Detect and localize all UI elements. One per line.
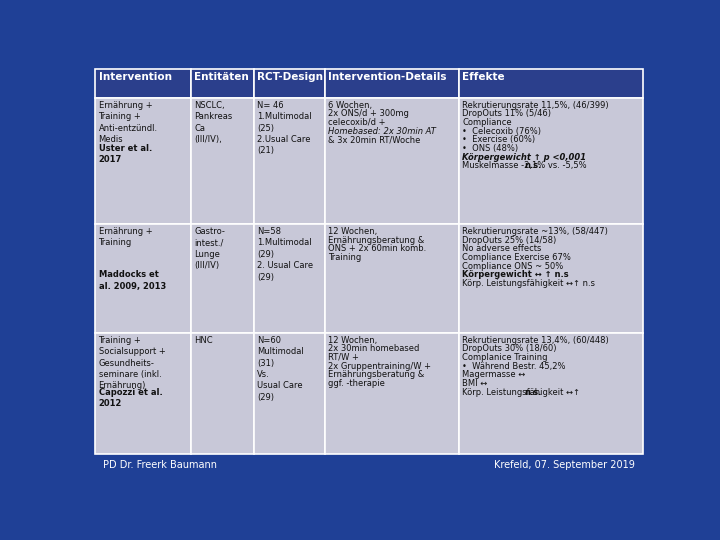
Text: Körp. Leistungsfähigkeit ↔↑: Körp. Leistungsfähigkeit ↔↑: [462, 388, 583, 396]
Text: PD Dr. Freerk Baumann: PD Dr. Freerk Baumann: [103, 460, 217, 470]
Text: No adverse effects: No adverse effects: [462, 245, 541, 253]
Text: Krefeld, 07. September 2019: Krefeld, 07. September 2019: [494, 460, 635, 470]
Text: Ernährung +
Training +
Anti-entzündl.
Medis: Ernährung + Training + Anti-entzündl. Me…: [99, 100, 158, 144]
Text: Compliance Exercise 67%: Compliance Exercise 67%: [462, 253, 571, 262]
Bar: [192, 333, 254, 454]
Text: Maddocks et
al. 2009, 2013: Maddocks et al. 2009, 2013: [99, 271, 166, 291]
Text: ggf. -therapie: ggf. -therapie: [328, 379, 385, 388]
Text: DropOuts 25% (14/58): DropOuts 25% (14/58): [462, 235, 557, 245]
Bar: [96, 69, 192, 98]
Text: 2x ONS/d + 300mg: 2x ONS/d + 300mg: [328, 109, 409, 118]
Text: Capozzi et al.
2012: Capozzi et al. 2012: [99, 388, 162, 408]
Bar: [192, 98, 254, 224]
Text: Training +
Socialsupport +
Gesundheits-
seminare (inkl.
Ernährung): Training + Socialsupport + Gesundheits- …: [99, 336, 166, 390]
Text: Compliance: Compliance: [462, 118, 512, 127]
Text: Training: Training: [328, 253, 361, 262]
Bar: [459, 333, 642, 454]
Bar: [96, 98, 192, 224]
Text: Intervention-Details: Intervention-Details: [328, 72, 447, 82]
Text: NSCLC,
Pankreas
Ca
(III/IV),: NSCLC, Pankreas Ca (III/IV),: [194, 100, 233, 144]
Text: & 3x 20min RT/Woche: & 3x 20min RT/Woche: [328, 135, 420, 144]
Text: DropOuts 30% (18/60): DropOuts 30% (18/60): [462, 345, 557, 353]
Text: N=58
1.Multimodal
(29)
2. Usual Care
(29): N=58 1.Multimodal (29) 2. Usual Care (29…: [257, 227, 313, 282]
Bar: [325, 333, 459, 454]
Bar: [192, 69, 254, 98]
Text: ONS + 2x 60min komb.: ONS + 2x 60min komb.: [328, 245, 426, 253]
Text: Complanice Training: Complanice Training: [462, 353, 548, 362]
Text: Gastro-
intest./
Lunge
(III/IV): Gastro- intest./ Lunge (III/IV): [194, 227, 225, 271]
Text: •  Celecoxib (76%): • Celecoxib (76%): [462, 126, 541, 136]
Bar: [325, 224, 459, 333]
Text: Ernährung +
Training: Ernährung + Training: [99, 227, 152, 247]
Text: Entitäten: Entitäten: [194, 72, 249, 82]
Text: •  ONS (48%): • ONS (48%): [462, 144, 518, 153]
Text: Compliance ONS ~ 50%: Compliance ONS ~ 50%: [462, 262, 564, 271]
Bar: [254, 69, 325, 98]
Bar: [254, 224, 325, 333]
Text: Muskelmasse -2,1% vs. -5,5%: Muskelmasse -2,1% vs. -5,5%: [462, 161, 590, 170]
Text: BMI ↔: BMI ↔: [462, 379, 487, 388]
Bar: [459, 69, 642, 98]
Text: N=60
Multimodal
(31)
Vs.
Usual Care
(29): N=60 Multimodal (31) Vs. Usual Care (29): [257, 336, 304, 402]
Text: Ernährungsberatung &: Ernährungsberatung &: [328, 370, 425, 379]
Text: Intervention: Intervention: [99, 72, 171, 82]
Bar: [254, 98, 325, 224]
Text: Ernährungsberatung &: Ernährungsberatung &: [328, 235, 425, 245]
Text: DropOuts 11% (5/46): DropOuts 11% (5/46): [462, 109, 552, 118]
Text: n.s.: n.s.: [524, 388, 541, 396]
Text: Körpergewicht ↑ p <0,001: Körpergewicht ↑ p <0,001: [462, 153, 587, 161]
Text: •  Exercise (60%): • Exercise (60%): [462, 135, 536, 144]
Bar: [96, 333, 192, 454]
Text: n.s.: n.s.: [524, 161, 541, 170]
Text: N= 46
1.Multimodal
(25)
2.Usual Care
(21): N= 46 1.Multimodal (25) 2.Usual Care (21…: [257, 100, 312, 156]
Bar: [254, 333, 325, 454]
Bar: [459, 224, 642, 333]
Text: Homebased: 2x 30min AT: Homebased: 2x 30min AT: [328, 126, 436, 136]
Bar: [192, 224, 254, 333]
Bar: [325, 98, 459, 224]
Text: 6 Wochen,: 6 Wochen,: [328, 100, 372, 110]
Text: HNC: HNC: [194, 336, 213, 345]
Text: Rekrutierungsrate 13,4%, (60/448): Rekrutierungsrate 13,4%, (60/448): [462, 336, 609, 345]
Bar: [325, 69, 459, 98]
Bar: [96, 454, 642, 477]
Text: Körpergewicht ↔ ↑ n.s: Körpergewicht ↔ ↑ n.s: [462, 271, 569, 279]
Text: 2x Gruppentraining/W +: 2x Gruppentraining/W +: [328, 362, 431, 370]
Text: 2x 30min homebased: 2x 30min homebased: [328, 345, 420, 353]
Text: Effekte: Effekte: [462, 72, 505, 82]
Text: RCT-Design: RCT-Design: [257, 72, 323, 82]
Bar: [459, 98, 642, 224]
Text: celecoxib/d +: celecoxib/d +: [328, 118, 386, 127]
Text: Körp. Leistungsfähigkeit ↔↑ n.s: Körp. Leistungsfähigkeit ↔↑ n.s: [462, 279, 595, 288]
Text: 12 Wochen,: 12 Wochen,: [328, 336, 377, 345]
Text: •  Während Bestr. 45,2%: • Während Bestr. 45,2%: [462, 362, 566, 370]
Text: Rekrutierungsrate ~13%, (58/447): Rekrutierungsrate ~13%, (58/447): [462, 227, 608, 236]
Text: Uster et al.
2017: Uster et al. 2017: [99, 144, 152, 164]
Text: 12 Wochen,: 12 Wochen,: [328, 227, 377, 236]
Text: Magermasse ↔: Magermasse ↔: [462, 370, 526, 379]
Text: RT/W +: RT/W +: [328, 353, 359, 362]
Bar: [96, 224, 192, 333]
Text: Rekrutierungsrate 11,5%, (46/399): Rekrutierungsrate 11,5%, (46/399): [462, 100, 609, 110]
